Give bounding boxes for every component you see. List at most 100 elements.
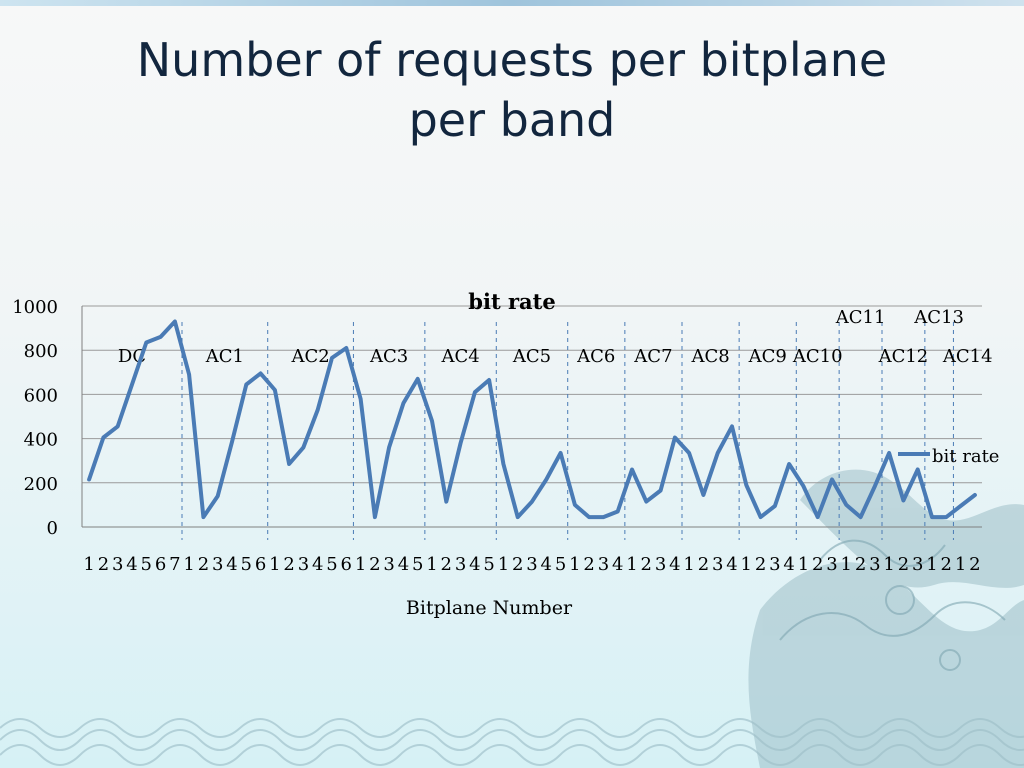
- data-point: [130, 382, 134, 386]
- data-point: [501, 462, 505, 466]
- x-tick-label: 1: [841, 554, 852, 575]
- x-tick-label: 3: [212, 554, 223, 575]
- band-label: AC14: [942, 346, 993, 367]
- x-tick-label: 1: [569, 554, 580, 575]
- band-label: AC12: [878, 346, 929, 367]
- x-tick-label: 5: [326, 554, 337, 575]
- x-tick-label: 4: [783, 554, 794, 575]
- slide-title-line-2: per band: [408, 93, 616, 147]
- y-tick-label: 0: [47, 518, 58, 539]
- x-tick-label: 2: [698, 554, 709, 575]
- data-point: [559, 451, 563, 455]
- data-point: [801, 484, 805, 488]
- x-tick-label: 3: [912, 554, 923, 575]
- data-point: [787, 462, 791, 466]
- x-tick-label: 4: [126, 554, 137, 575]
- y-tick-label: 400: [24, 430, 58, 451]
- x-tick-label: 1: [269, 554, 280, 575]
- data-point: [959, 504, 963, 508]
- x-tick-label: 5: [555, 554, 566, 575]
- x-tick-label: 5: [241, 554, 252, 575]
- band-label: AC6: [576, 346, 615, 367]
- chart-gridlines: [82, 305, 982, 484]
- data-point: [101, 435, 105, 439]
- data-point: [259, 371, 263, 375]
- y-tick-label: 600: [24, 385, 58, 406]
- x-tick-label: 1: [683, 554, 694, 575]
- x-tick-label: 3: [826, 554, 837, 575]
- data-point: [601, 515, 605, 519]
- band-label: AC5: [512, 346, 551, 367]
- x-tick-label: 1: [741, 554, 752, 575]
- x-tick-label: 3: [598, 554, 609, 575]
- data-point: [473, 390, 477, 394]
- y-tick-label: 200: [24, 474, 58, 495]
- x-tick-label: 4: [726, 554, 737, 575]
- data-point: [616, 510, 620, 514]
- x-tick-label: 6: [155, 554, 166, 575]
- x-tick-label: 6: [341, 554, 352, 575]
- x-tick-label: 1: [626, 554, 637, 575]
- x-tick-label: 1: [955, 554, 966, 575]
- data-point: [459, 441, 463, 445]
- data-point: [487, 378, 491, 382]
- data-point: [516, 515, 520, 519]
- data-point: [216, 494, 220, 498]
- x-tick-label: 3: [655, 554, 666, 575]
- data-point: [373, 515, 377, 519]
- data-point: [730, 424, 734, 428]
- data-point: [944, 515, 948, 519]
- band-labels: DC AC1 AC2 AC3 AC4 AC5 AC6 AC7 AC8 AC9 AC10AC11AC1…: [118, 307, 993, 367]
- x-tick-label: 2: [283, 554, 294, 575]
- x-tick-label: 2: [641, 554, 652, 575]
- x-tick-label: 1: [183, 554, 194, 575]
- chart-legend: bit rate: [898, 446, 999, 467]
- x-tick-label: 6: [255, 554, 266, 575]
- chart-axes: [81, 306, 982, 528]
- data-point: [430, 419, 434, 423]
- data-point: [830, 477, 834, 481]
- data-point: [901, 498, 905, 502]
- x-axis-label: Bitplane Number: [406, 597, 573, 619]
- data-point: [859, 515, 863, 519]
- x-tick-label: 4: [669, 554, 680, 575]
- data-point: [773, 504, 777, 508]
- data-point: [359, 397, 363, 401]
- data-point: [444, 500, 448, 504]
- data-point: [201, 515, 205, 519]
- x-tick-label: 4: [226, 554, 237, 575]
- x-tick-label: 2: [583, 554, 594, 575]
- band-label: AC4: [440, 346, 479, 367]
- data-point: [387, 445, 391, 449]
- x-tick-label: 2: [512, 554, 523, 575]
- data-point: [230, 440, 234, 444]
- data-point: [116, 424, 120, 428]
- data-point: [244, 382, 248, 386]
- data-point: [544, 477, 548, 481]
- slide-title-line-1: Number of requests per bitplane: [136, 33, 888, 87]
- data-point: [144, 340, 148, 344]
- x-tick-label: 2: [369, 554, 380, 575]
- data-point: [587, 515, 591, 519]
- x-tick-label: 3: [712, 554, 723, 575]
- x-tick-label: 1: [83, 554, 94, 575]
- x-tick-label: 4: [469, 554, 480, 575]
- data-point: [87, 477, 91, 481]
- data-point: [301, 445, 305, 449]
- x-tick-label: 2: [198, 554, 209, 575]
- top-accent-bar: [0, 0, 1024, 6]
- x-tick-label: 7: [169, 554, 180, 575]
- x-tick-label: 1: [883, 554, 894, 575]
- data-point: [816, 515, 820, 519]
- data-point: [416, 377, 420, 381]
- band-label: AC10: [792, 346, 843, 367]
- x-tick-label: 1: [426, 554, 437, 575]
- data-point: [759, 515, 763, 519]
- data-point: [873, 484, 877, 488]
- x-tick-label: 2: [441, 554, 452, 575]
- data-point: [287, 462, 291, 466]
- data-point: [916, 468, 920, 472]
- data-point: [316, 408, 320, 412]
